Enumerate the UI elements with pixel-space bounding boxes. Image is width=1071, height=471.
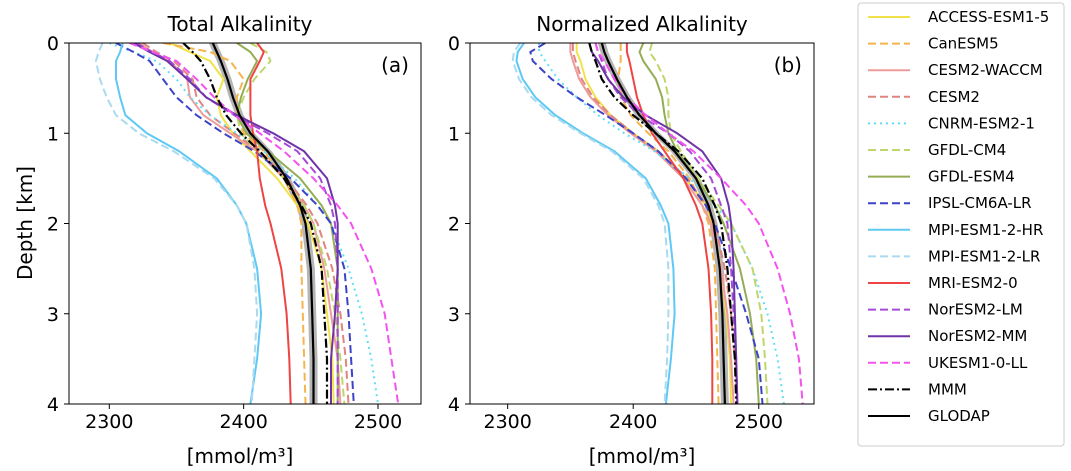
panel-letter-label: (a) [381, 53, 409, 77]
legend-label: CESM2-WACCM [928, 61, 1043, 79]
x-tick-label: 2400 [219, 411, 267, 433]
series-line-mpi-esm1-2-lr [94, 43, 259, 404]
y-tick-label: 2 [448, 214, 460, 236]
legend: ACCESS-ESM1-5 CanESM5 CESM2-WACCM CESM2 CNRM… [857, 2, 1065, 447]
series-line-cnrm-esm2-1 [538, 43, 785, 404]
panel-a-x-axis-label: [mmol/m³] [187, 444, 294, 468]
legend-label: GLODAP [928, 407, 990, 425]
y-tick-label: 3 [448, 304, 460, 326]
legend-label: CanESM5 [928, 35, 999, 53]
y-tick-label: 4 [448, 394, 460, 416]
series-line-ipsl-cm6a-lr [529, 43, 764, 404]
series-line-mmm [588, 43, 738, 404]
series-line-cesm2 [571, 43, 739, 404]
x-tick-label: 2300 [85, 411, 133, 433]
panel-a-title: Total Alkalinity [167, 12, 313, 36]
legend-label: MMM [928, 380, 967, 398]
panel-letter-label: (b) [774, 53, 802, 77]
series-line-canesm5 [162, 43, 307, 404]
y-tick-label: 0 [47, 33, 59, 55]
series-line-noresm2-mm [133, 43, 339, 404]
legend-label: CESM2 [928, 88, 980, 106]
legend-label: NorESM2-LM [928, 301, 1023, 319]
legend-label: UKESM1-0-LL [928, 354, 1028, 372]
series-line-cesm2-waccm [569, 43, 735, 404]
series-line-noresm2-lm [135, 43, 339, 404]
series-line-ipsl-cm6a-lr [115, 43, 355, 404]
y-tick-label: 1 [448, 123, 460, 145]
series-line-glodap [600, 43, 726, 404]
panel-b-x-axis-label: [mmol/m³] [589, 444, 696, 468]
y-tick-label: 4 [47, 394, 59, 416]
legend-label: NorESM2-MM [928, 327, 1027, 345]
legend-label: GFDL-CM4 [928, 141, 1006, 159]
series-line-mpi-esm1-2-lr [511, 43, 670, 404]
series-line-ukesm1-0-ll [594, 43, 804, 404]
legend-label: CNRM-ESM2-1 [928, 114, 1035, 132]
legend-label: MPI-ESM1-2-HR [928, 221, 1043, 239]
panel-frame [469, 42, 815, 405]
legend-label: ACCESS-ESM1-5 [928, 8, 1049, 26]
series-line-noresm2-mm [588, 43, 739, 404]
legend-label: MPI-ESM1-2-LR [928, 247, 1040, 265]
series-line-mpi-esm1-2-hr [115, 43, 263, 404]
panel-b-normalized-alkalinity: Normalized Alkalinity [mmol/m³] 2300 2400… [448, 12, 815, 468]
legend-label: MRI-ESM2-0 [928, 274, 1018, 292]
y-tick-label: 2 [47, 214, 59, 236]
series-line-gfdl-cm4 [648, 43, 769, 404]
x-tick-label: 2400 [609, 411, 657, 433]
series-line-gfdl-esm4 [638, 43, 760, 404]
x-tick-label: 2500 [735, 411, 783, 433]
series-line-glodap [211, 43, 315, 404]
panel-frame [68, 42, 422, 405]
legend-label: GFDL-ESM4 [928, 168, 1015, 186]
y-tick-label: 1 [47, 123, 59, 145]
panel-b-plot-area [511, 43, 804, 404]
y-tick-label: 3 [47, 304, 59, 326]
series-line-noresm2-lm [594, 43, 739, 404]
series-line-gfdl-esm4 [235, 43, 339, 404]
series-line-mpi-esm1-2-hr [515, 43, 676, 404]
series-line-ukesm1-0-ll [129, 43, 400, 404]
series-line-mri-esm2-0 [625, 43, 714, 404]
x-tick-label: 2500 [354, 411, 402, 433]
panel-a-plot-area [94, 43, 400, 404]
panel-a-y-axis-label: Depth [km] [13, 166, 37, 280]
series-line-canesm5 [617, 43, 720, 404]
y-tick-label: 0 [448, 33, 460, 55]
series-line-access-esm1-5 [169, 43, 335, 404]
panel-b-title: Normalized Alkalinity [536, 12, 748, 36]
x-tick-label: 2300 [483, 411, 531, 433]
legend-label: IPSL-CM6A-LR [928, 194, 1032, 212]
panel-a-total-alkalinity: Total Alkalinity Depth [km] [mmol/m³] 23… [13, 12, 422, 468]
series-line-gfdl-cm4 [235, 43, 346, 404]
series-line-mri-esm2-0 [249, 43, 292, 404]
